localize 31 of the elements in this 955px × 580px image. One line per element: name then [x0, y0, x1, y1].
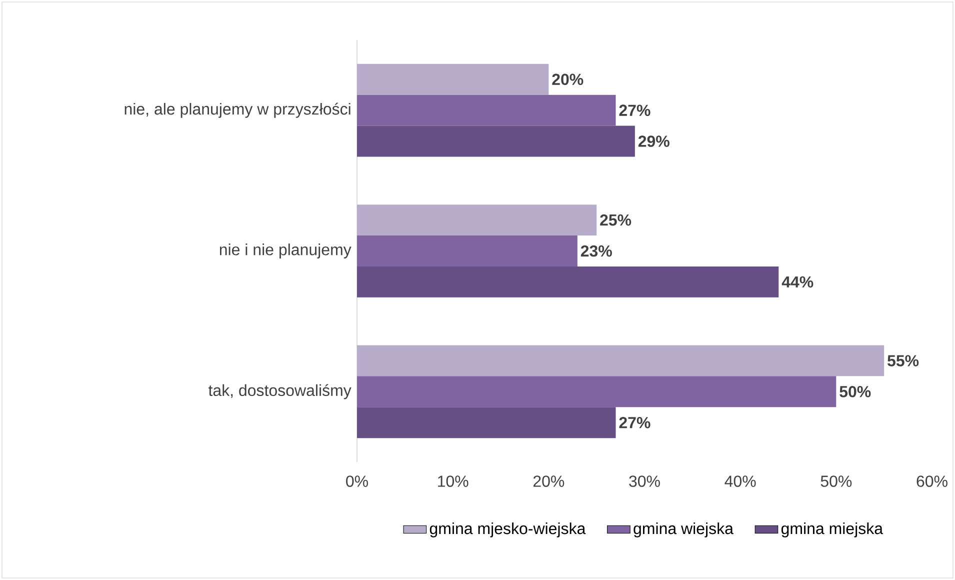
- x-tick-label: 10%: [438, 476, 468, 487]
- bar: [357, 407, 616, 438]
- legend-label: gmina miejska: [781, 522, 884, 538]
- bar: [357, 204, 597, 236]
- data-label: 27%: [619, 416, 650, 428]
- x-tick-label: 40%: [724, 476, 756, 487]
- x-tick-label: 20%: [533, 476, 564, 487]
- bar: [357, 94, 616, 126]
- bar: [357, 266, 779, 298]
- data-label: 23%: [580, 245, 612, 257]
- bar: [357, 345, 884, 376]
- x-tick-label: 30%: [629, 476, 660, 487]
- legend-label: gmina wiejska: [634, 522, 734, 538]
- data-label: 29%: [638, 136, 670, 147]
- data-label: 25%: [600, 214, 632, 226]
- data-label: 27%: [619, 104, 650, 116]
- data-label: 55%: [888, 355, 919, 366]
- x-tick-label: 60%: [916, 476, 948, 487]
- x-tick-label: 50%: [820, 476, 852, 487]
- data-label: 20%: [552, 74, 584, 86]
- data-label: 50%: [840, 386, 871, 398]
- x-tick-label: 0%: [346, 476, 368, 487]
- legend-label: gmina mjesko-wiejska: [430, 522, 586, 538]
- bar: [357, 236, 578, 266]
- bar: [357, 376, 836, 408]
- bar: [357, 126, 635, 157]
- y-tick-label: nie, ale planujemy w przyszłości: [124, 102, 350, 118]
- y-tick-label: tak, dostosowaliśmy: [208, 384, 352, 400]
- y-tick-label: nie i nie planujemy: [220, 244, 352, 258]
- data-label: 44%: [782, 276, 814, 288]
- bar: [357, 64, 549, 95]
